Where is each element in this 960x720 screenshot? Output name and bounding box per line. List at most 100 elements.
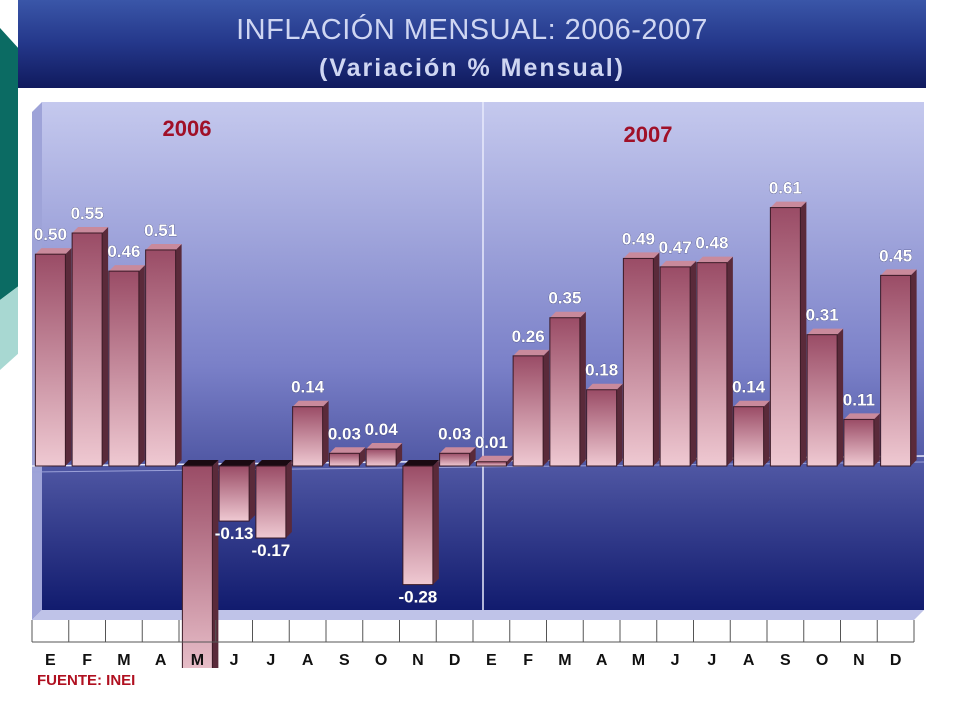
category-label: A: [155, 652, 167, 668]
bar-side: [249, 460, 256, 522]
bar-side: [653, 252, 660, 466]
bar-side: [763, 400, 770, 466]
bar-side: [616, 383, 623, 466]
bar-top: [292, 400, 329, 407]
bar-top: [733, 400, 770, 407]
bar-front: [696, 262, 728, 467]
category-label: A: [596, 652, 608, 668]
bar-top: [366, 443, 403, 450]
group-label-2007: 2007: [624, 122, 673, 147]
data-label: 0.03: [438, 424, 471, 443]
bar-2: [71, 227, 109, 467]
bar-front: [549, 317, 581, 467]
decor-teal-shape: [0, 28, 20, 300]
bar-side: [837, 328, 844, 466]
slide-decoration: [0, 28, 20, 370]
bar-side: [212, 460, 219, 691]
category-label: D: [449, 652, 461, 668]
bar-top: [182, 460, 219, 466]
bar-14: [512, 349, 550, 467]
category-label: F: [523, 652, 533, 668]
data-label: 0.48: [695, 234, 728, 253]
bar-top: [770, 201, 807, 208]
data-label: -0.17: [252, 541, 291, 560]
data-label: 0.11: [843, 390, 875, 409]
bar-front: [34, 253, 66, 467]
data-label: 0.45: [879, 246, 912, 265]
plot-floor: [32, 610, 924, 620]
chart-title: INFLACIÓN MENSUAL: 2006-2007: [236, 14, 708, 46]
bar-4: [145, 243, 182, 467]
bar-19: [696, 256, 733, 467]
bar-top: [329, 447, 366, 454]
category-label: O: [816, 652, 828, 668]
bar-21: [769, 201, 807, 467]
bar-top: [843, 413, 880, 420]
data-label: 0.47: [659, 238, 692, 257]
bar-side: [138, 265, 145, 466]
bar-top: [108, 265, 145, 272]
bar-front: [181, 465, 213, 692]
bar-side: [175, 243, 182, 466]
bar-front: [512, 355, 544, 467]
data-label: 0.03: [328, 424, 361, 443]
category-label: M: [117, 652, 130, 668]
bar-top: [35, 248, 72, 255]
bar-front: [108, 270, 140, 467]
group-label-2006: 2006: [163, 116, 212, 141]
bar-front: [365, 448, 397, 467]
category-label: N: [412, 652, 424, 668]
bar-top: [807, 328, 844, 335]
bar-top: [72, 227, 109, 233]
bar-top: [145, 243, 182, 250]
bar-side: [469, 447, 476, 466]
bar-15: [549, 311, 586, 467]
category-label: J: [230, 652, 239, 668]
bar-side: [322, 400, 329, 466]
bar-top: [549, 311, 586, 318]
data-label: 0.51: [144, 221, 177, 240]
bar-front: [769, 207, 801, 467]
bar-top: [586, 383, 623, 390]
bar-front: [880, 274, 912, 467]
bar-front: [586, 389, 618, 467]
category-label: O: [375, 652, 387, 668]
bar-side: [726, 256, 733, 466]
bar-top: [402, 460, 439, 466]
bar-side: [800, 201, 807, 466]
bar-top: [880, 269, 917, 276]
category-label: N: [853, 652, 865, 668]
bar-side: [910, 269, 917, 466]
data-label: 0.26: [512, 327, 545, 346]
bar-front: [328, 452, 360, 467]
bar-chart: 200620070.50E0.55F0.46M0.51A-0.53M-0.13J…: [31, 102, 925, 713]
category-label: M: [558, 652, 571, 668]
bar-front: [71, 232, 103, 467]
category-label: J: [707, 652, 716, 668]
data-label: 0.46: [107, 242, 140, 261]
bar-front: [806, 334, 838, 467]
bar-13: [475, 455, 513, 467]
bar-7: [255, 460, 292, 539]
bar-top: [219, 460, 256, 466]
category-label: S: [339, 652, 350, 668]
bar-side: [506, 455, 513, 466]
chart-subtitle: (Variación % Mensual): [319, 54, 625, 82]
category-label: E: [45, 652, 56, 668]
decor-light-shape: [0, 285, 20, 370]
bar-front: [439, 452, 471, 467]
bar-9: [328, 447, 366, 467]
bar-side: [396, 443, 403, 466]
bar-23: [843, 413, 880, 467]
bar-front: [659, 266, 691, 467]
bar-front: [292, 406, 324, 467]
bar-5: [181, 460, 219, 692]
chart-header: INFLACIÓN MENSUAL: 2006-2007 (Variación …: [18, 0, 926, 88]
data-label: 0.61: [769, 179, 802, 198]
data-label: 0.55: [71, 204, 104, 223]
bar-24: [880, 269, 917, 467]
source-note: FUENTE: INEI: [37, 672, 136, 689]
data-label: 0.01: [475, 433, 508, 452]
bar-20: [733, 400, 770, 467]
data-label: 0.18: [585, 361, 618, 380]
